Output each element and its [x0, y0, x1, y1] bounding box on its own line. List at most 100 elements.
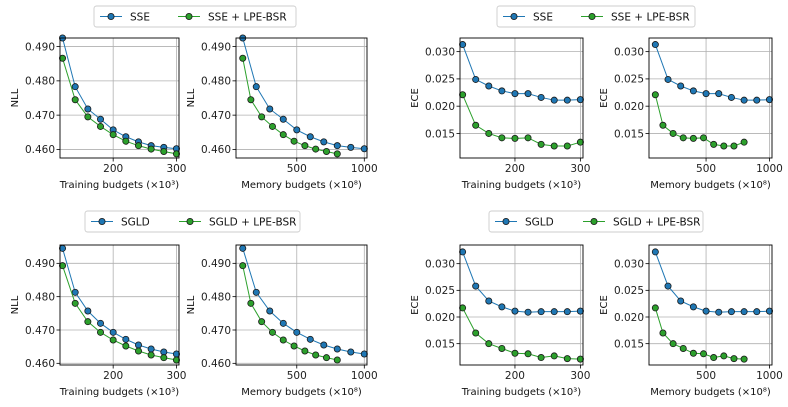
- legend-marker: [185, 12, 193, 20]
- data-point: [333, 345, 341, 353]
- data-point: [293, 126, 301, 134]
- data-point: [247, 299, 255, 307]
- data-point: [753, 96, 761, 104]
- legend-label: SGLD + LPE-BSR: [613, 217, 700, 229]
- y-tick-label: 0.480: [201, 291, 231, 303]
- series-line-lpe-bsr: [242, 265, 338, 361]
- data-point: [258, 318, 266, 326]
- y-tick-label: 0.490: [201, 258, 231, 270]
- data-point: [472, 75, 480, 83]
- y-tick-label: 0.015: [425, 338, 455, 350]
- data-point: [134, 341, 142, 349]
- legend-label: SGLD: [121, 217, 150, 229]
- data-point: [576, 138, 584, 146]
- data-point: [84, 318, 92, 326]
- data-point: [320, 138, 328, 146]
- plot-frame: [59, 244, 180, 366]
- data-point: [71, 83, 79, 91]
- data-point: [715, 308, 723, 316]
- chart-panel-5: 200 300 0.460 0.470 0.480 0.490 Training budge…: [10, 244, 186, 398]
- y-tick-label: 0.490: [25, 258, 55, 270]
- data-point: [702, 90, 710, 98]
- y-tick-label: 0.480: [25, 76, 55, 88]
- data-point: [172, 356, 180, 364]
- data-point: [710, 354, 718, 362]
- y-tick-label: 0.030: [614, 46, 644, 58]
- series-line-lpe-bsr: [62, 58, 177, 155]
- data-point: [333, 142, 341, 150]
- y-axis-label: ECE: [410, 88, 421, 108]
- legend-marker: [107, 12, 115, 20]
- chart-panel-6: 500 1000 0.460 0.470 0.480 0.490 Memory budget…: [186, 244, 378, 398]
- plot-frame: [459, 244, 584, 366]
- legend-4: SGLD SGLD + LPE-BSR: [488, 210, 704, 233]
- data-point: [576, 96, 584, 104]
- y-tick-label: 0.460: [201, 144, 231, 156]
- data-point: [485, 297, 493, 305]
- data-point: [306, 133, 314, 141]
- data-point: [720, 352, 728, 360]
- data-point: [550, 352, 558, 360]
- data-point: [700, 350, 708, 358]
- series-line-baseline: [62, 37, 177, 150]
- data-point: [472, 282, 480, 290]
- series-line-baseline: [654, 251, 770, 313]
- series-line-lpe-bsr: [62, 265, 177, 361]
- data-point: [563, 355, 571, 363]
- data-point: [252, 288, 260, 296]
- data-point: [97, 122, 105, 130]
- y-tick-label: 0.490: [201, 41, 231, 53]
- data-point: [498, 134, 506, 142]
- data-point: [97, 328, 105, 336]
- data-point: [109, 328, 117, 336]
- data-point: [689, 303, 697, 311]
- data-point: [247, 96, 255, 104]
- y-axis-label: NLL: [186, 88, 197, 107]
- legend-2: SSE SSE + LPE-BSR: [496, 5, 696, 28]
- data-point: [550, 96, 558, 104]
- series-line-baseline: [462, 44, 581, 101]
- data-point: [160, 147, 168, 155]
- y-tick-label: 0.015: [425, 128, 455, 140]
- y-tick-label: 0.460: [25, 358, 55, 370]
- y-axis-label: NLL: [10, 88, 21, 107]
- data-point: [239, 262, 247, 270]
- data-point: [122, 335, 130, 343]
- data-point: [689, 349, 697, 357]
- x-tick-label: 500: [696, 370, 716, 382]
- plot-frame: [59, 37, 180, 159]
- data-point: [109, 336, 117, 344]
- data-point: [252, 83, 260, 91]
- data-point: [710, 140, 718, 148]
- y-tick-label: 0.030: [614, 258, 644, 270]
- data-point: [134, 347, 142, 355]
- data-point: [550, 308, 558, 316]
- y-tick-label: 0.025: [425, 285, 455, 297]
- data-point: [740, 138, 748, 146]
- legend-label: SSE: [130, 12, 150, 24]
- y-axis-label: ECE: [599, 88, 610, 108]
- y-tick-label: 0.460: [201, 358, 231, 370]
- data-point: [312, 145, 320, 153]
- x-tick-label: 200: [505, 163, 525, 175]
- x-tick-label: 1000: [351, 370, 378, 382]
- data-point: [651, 41, 659, 49]
- data-point: [498, 87, 506, 95]
- y-axis-label: ECE: [599, 295, 610, 315]
- data-point: [740, 308, 748, 316]
- data-point: [279, 336, 287, 344]
- series-line-baseline: [242, 248, 365, 355]
- data-point: [689, 87, 697, 95]
- data-point: [84, 307, 92, 315]
- data-point: [511, 90, 519, 98]
- chart-panel-3: 200 300 0.015 0.020 0.025 0.030 Training budge…: [410, 37, 590, 191]
- data-point: [524, 308, 532, 316]
- data-point: [322, 147, 330, 155]
- legend-1: SSE SSE + LPE-BSR: [93, 5, 297, 28]
- data-point: [563, 96, 571, 104]
- data-point: [524, 350, 532, 358]
- data-point: [459, 304, 467, 312]
- data-point: [664, 75, 672, 83]
- y-tick-label: 0.020: [614, 101, 644, 113]
- data-point: [290, 137, 298, 145]
